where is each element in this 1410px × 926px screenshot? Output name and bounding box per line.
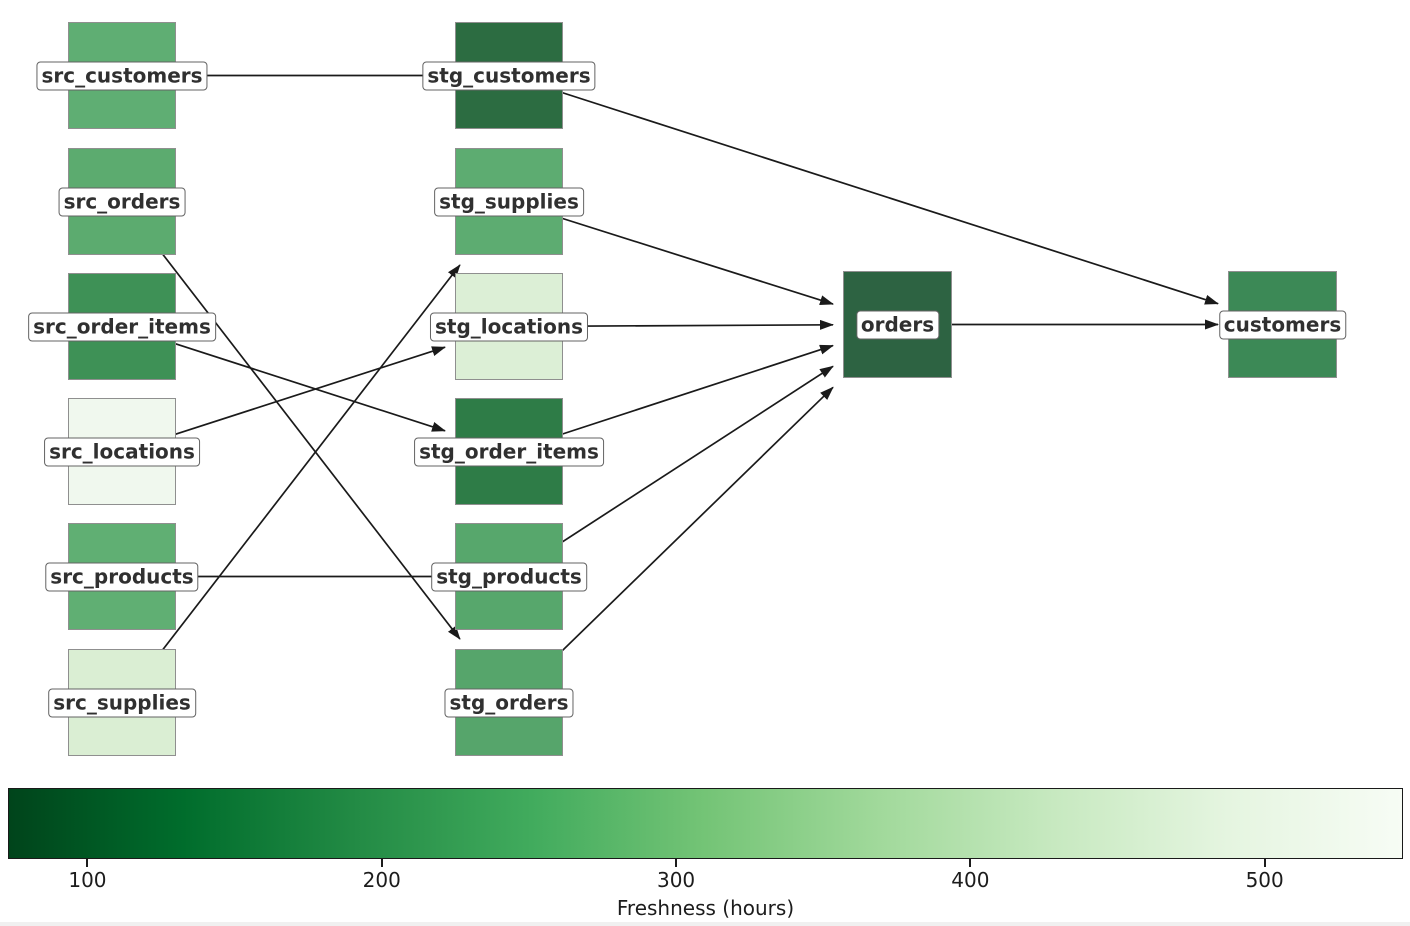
colorbar-axis-label: Freshness (hours) xyxy=(616,896,795,920)
edge-stg_orders-to-orders xyxy=(508,386,834,704)
node-label-stg_orders: stg_orders xyxy=(444,688,574,717)
figure-bottom-edge xyxy=(0,922,1410,926)
colorbar-tick-100 xyxy=(86,859,89,867)
node-label-stg_customers: stg_customers xyxy=(422,61,596,90)
node-label-stg_locations: stg_locations xyxy=(429,312,589,341)
edge-stg_products-to-orders xyxy=(508,365,834,578)
node-label-src_orders: src_orders xyxy=(58,187,186,216)
colorbar-tick-200 xyxy=(380,859,383,867)
edge-src_orders-to-stg_orders xyxy=(121,200,461,640)
colorbar-tick-label-300: 300 xyxy=(656,868,696,892)
node-label-orders: orders xyxy=(855,310,940,339)
colorbar-tick-500 xyxy=(1263,859,1266,867)
colorbar-tick-label-400: 400 xyxy=(951,868,990,892)
edge-src_supplies-to-stg_supplies xyxy=(121,264,461,704)
edge-stg_supplies-to-orders xyxy=(508,200,834,305)
node-label-src_locations: src_locations xyxy=(44,437,200,466)
node-label-src_order_items: src_order_items xyxy=(28,312,216,341)
edge-stg_order_items-to-orders xyxy=(508,344,834,453)
node-label-src_customers: src_customers xyxy=(36,61,208,90)
colorbar-tick-300 xyxy=(675,859,678,867)
colorbar-tick-label-100: 100 xyxy=(68,868,107,892)
node-label-stg_supplies: stg_supplies xyxy=(434,187,584,216)
colorbar-tick-400 xyxy=(969,859,972,867)
node-label-stg_products: stg_products xyxy=(431,562,587,591)
edge-stg_customers-to-customers xyxy=(508,74,1219,305)
colorbar-gradient xyxy=(8,788,1403,859)
colorbar-tick-label-500: 500 xyxy=(1245,868,1284,892)
colorbar-tick-label-200: 200 xyxy=(362,868,401,892)
node-label-src_products: src_products xyxy=(45,562,199,591)
node-label-customers: customers xyxy=(1218,310,1347,339)
node-label-src_supplies: src_supplies xyxy=(48,688,196,717)
node-label-stg_order_items: stg_order_items xyxy=(414,437,604,466)
